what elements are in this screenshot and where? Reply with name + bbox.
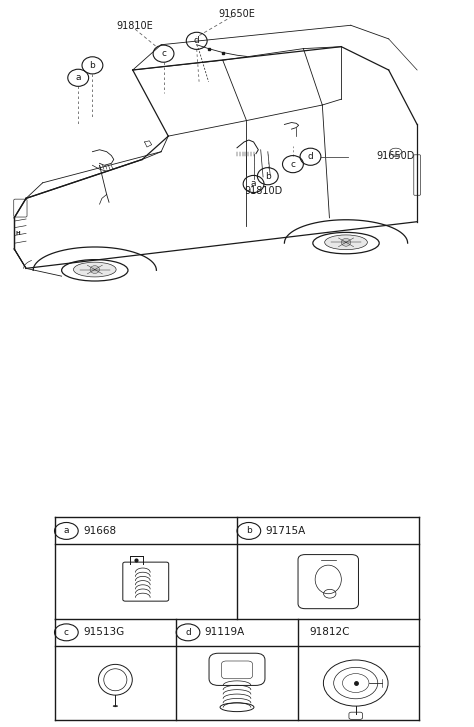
Text: d: d	[185, 628, 191, 637]
Ellipse shape	[113, 705, 118, 707]
Text: H: H	[16, 231, 20, 236]
Text: 91810D: 91810D	[244, 185, 282, 196]
Text: 91650E: 91650E	[219, 9, 255, 19]
Text: a: a	[251, 180, 256, 188]
Text: b: b	[246, 526, 252, 535]
Text: a: a	[64, 526, 69, 535]
Text: 91513G: 91513G	[83, 627, 124, 638]
Text: 91810E: 91810E	[117, 22, 154, 31]
Text: a: a	[75, 73, 81, 82]
Text: 91668: 91668	[83, 526, 116, 536]
Text: 91119A: 91119A	[205, 627, 245, 638]
Text: c: c	[161, 49, 166, 58]
Text: d: d	[194, 36, 200, 45]
Ellipse shape	[73, 262, 116, 277]
Text: 91812C: 91812C	[310, 627, 350, 638]
Ellipse shape	[325, 235, 367, 249]
Circle shape	[341, 238, 351, 246]
Circle shape	[90, 265, 100, 273]
Text: 91715A: 91715A	[265, 526, 306, 536]
Text: c: c	[291, 160, 295, 169]
Text: b: b	[265, 172, 271, 181]
Text: 91650D: 91650D	[377, 151, 415, 161]
Text: c: c	[64, 628, 69, 637]
Text: b: b	[90, 61, 95, 70]
Text: d: d	[308, 152, 313, 161]
